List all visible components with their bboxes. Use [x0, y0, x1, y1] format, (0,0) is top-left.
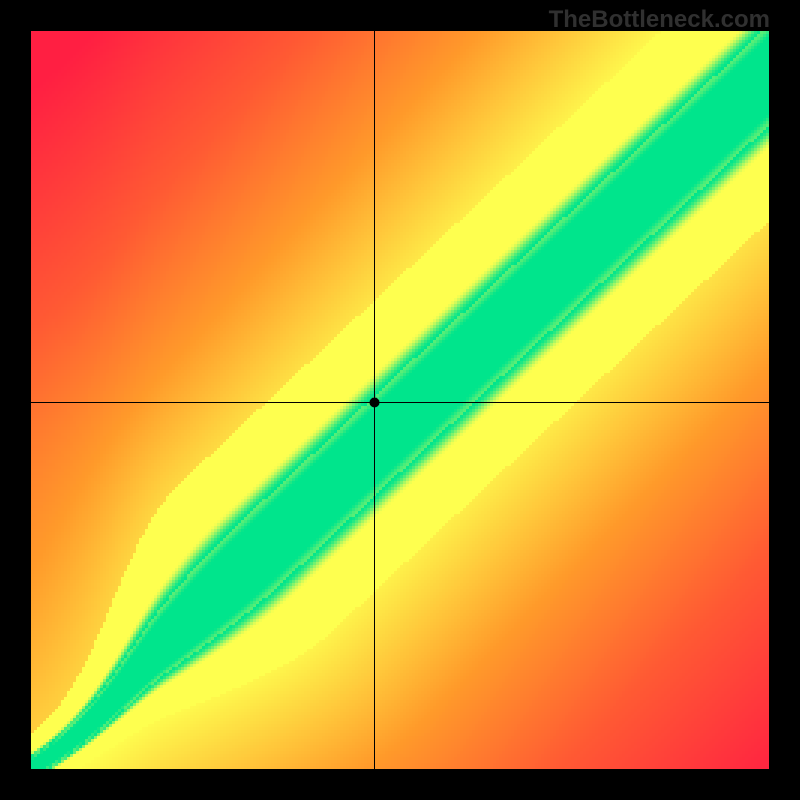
watermark-text: TheBottleneck.com	[549, 6, 770, 34]
chart-container: TheBottleneck.com	[0, 0, 800, 800]
bottleneck-heatmap	[31, 31, 769, 769]
